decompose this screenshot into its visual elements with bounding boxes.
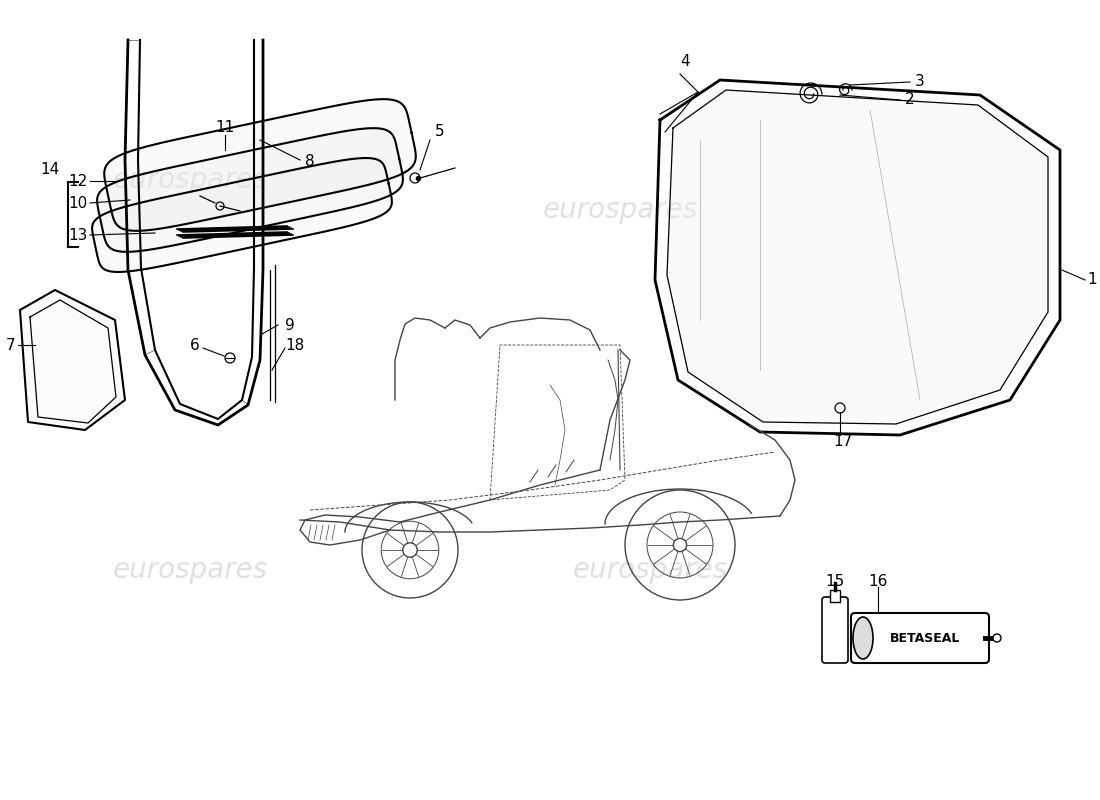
Polygon shape bbox=[92, 158, 392, 272]
Text: 15: 15 bbox=[825, 574, 845, 590]
Text: eurospares: eurospares bbox=[112, 166, 267, 194]
Text: 5: 5 bbox=[436, 125, 444, 139]
Circle shape bbox=[993, 634, 1001, 642]
Text: 10: 10 bbox=[68, 195, 88, 210]
Text: 4: 4 bbox=[680, 54, 690, 70]
Circle shape bbox=[673, 538, 686, 552]
Text: 6: 6 bbox=[190, 338, 200, 353]
Text: 8: 8 bbox=[305, 154, 315, 170]
Polygon shape bbox=[20, 290, 125, 430]
Text: 1: 1 bbox=[1087, 273, 1097, 287]
Ellipse shape bbox=[852, 617, 873, 659]
Text: 11: 11 bbox=[216, 121, 234, 135]
Text: 9: 9 bbox=[285, 318, 295, 333]
Text: 16: 16 bbox=[868, 574, 888, 590]
Text: 18: 18 bbox=[285, 338, 305, 353]
Text: 14: 14 bbox=[41, 162, 59, 178]
Polygon shape bbox=[667, 90, 1048, 424]
Text: 13: 13 bbox=[68, 227, 88, 242]
Circle shape bbox=[226, 353, 235, 363]
Text: 3: 3 bbox=[915, 74, 925, 90]
Text: 12: 12 bbox=[68, 174, 88, 189]
Text: eurospares: eurospares bbox=[542, 196, 697, 224]
Text: eurospares: eurospares bbox=[112, 556, 267, 584]
Polygon shape bbox=[97, 128, 403, 252]
Text: 2: 2 bbox=[905, 93, 915, 107]
Polygon shape bbox=[654, 80, 1060, 435]
Text: 17: 17 bbox=[834, 434, 852, 450]
Bar bbox=[830, 590, 840, 602]
Text: 7: 7 bbox=[6, 338, 15, 353]
Text: BETASEAL: BETASEAL bbox=[890, 631, 960, 645]
FancyBboxPatch shape bbox=[851, 613, 989, 663]
Circle shape bbox=[403, 542, 417, 557]
FancyBboxPatch shape bbox=[822, 597, 848, 663]
Text: eurospares: eurospares bbox=[572, 556, 727, 584]
Polygon shape bbox=[104, 99, 416, 231]
